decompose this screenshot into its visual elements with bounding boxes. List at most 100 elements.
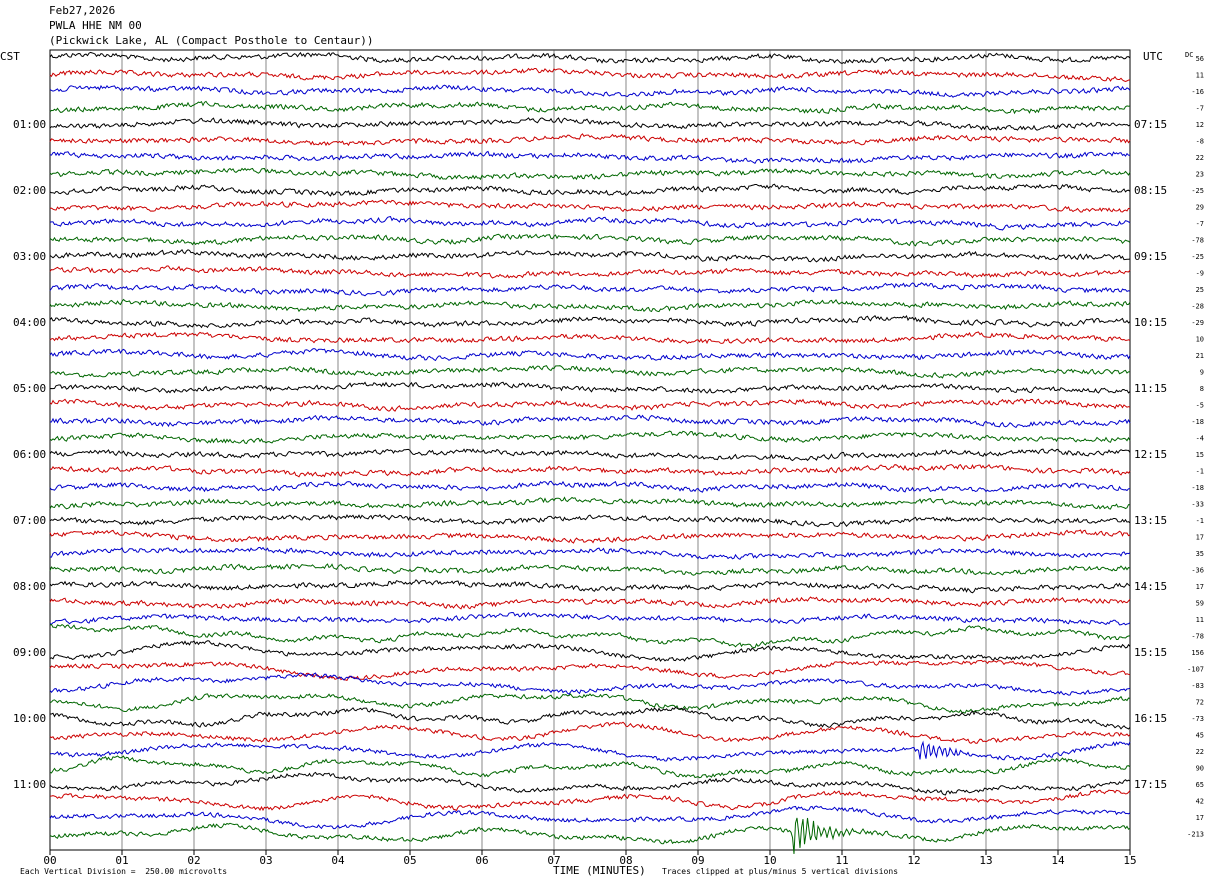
seismic-trace	[49, 314, 1131, 329]
x-tick-label: 07	[547, 854, 560, 867]
axis-labels: 00 01 02 03 04 05 06 07 08 09 10 11 12 13 14 15 CST UTC DC…	[0, 50, 1204, 867]
dc-offset-label: -7	[1196, 220, 1204, 228]
dc-offset-label: -18	[1191, 484, 1204, 492]
right-hour-label: 16:15	[1134, 712, 1167, 725]
left-hour-label: 10:00	[13, 712, 46, 725]
right-hour-label: 07:15	[1134, 118, 1167, 131]
dc-offset-label: -25	[1191, 253, 1204, 261]
dc-offset-label: -9	[1196, 270, 1204, 278]
seismic-trace	[49, 805, 1131, 830]
left-hour-label: 08:00	[13, 580, 46, 593]
seismic-trace	[49, 331, 1131, 345]
dc-offset-label: -18	[1191, 418, 1204, 426]
location-label: (Pickwick Lake, AL (Compact Posthole to …	[49, 34, 374, 47]
dc-offset-label: -73	[1191, 715, 1204, 723]
right-hour-label: 14:15	[1134, 580, 1167, 593]
seismic-trace	[49, 579, 1131, 594]
left-timezone-label: CST	[0, 50, 20, 63]
dc-offset-label: 25	[1196, 286, 1204, 294]
right-hour-label: 17:15	[1134, 778, 1167, 791]
dc-offset-label: 17	[1196, 814, 1204, 822]
seismic-trace	[49, 51, 1131, 64]
clip-note: Traces clipped at plus/minus 5 vertical …	[662, 867, 899, 876]
x-tick-label: 03	[259, 854, 272, 867]
dc-offset-label: 8	[1200, 385, 1204, 393]
dc-offset-label: 35	[1196, 550, 1204, 558]
dc-offset-label: 72	[1196, 699, 1204, 707]
right-hour-label: 12:15	[1134, 448, 1167, 461]
dc-offset-label: 10	[1196, 336, 1204, 344]
dc-offset-label: -213	[1187, 831, 1204, 839]
seismic-trace	[49, 596, 1131, 610]
dc-offset-label: -107	[1187, 666, 1204, 674]
seismic-trace	[49, 381, 1131, 394]
right-hour-label: 15:15	[1134, 646, 1167, 659]
x-tick-label: 00	[43, 854, 56, 867]
seismic-trace	[49, 789, 1131, 812]
plot-date: Feb27,2026	[49, 4, 116, 17]
left-hour-label: 02:00	[13, 184, 46, 197]
seismic-trace	[49, 298, 1131, 313]
left-hour-label: 11:00	[13, 778, 46, 791]
dc-offset-label: 12	[1196, 121, 1204, 129]
seismic-trace	[49, 282, 1131, 297]
dc-offset-label: -7	[1196, 105, 1204, 113]
dc-offset-label: -78	[1191, 633, 1204, 641]
seismic-trace	[49, 133, 1131, 147]
left-hour-label: 06:00	[13, 448, 46, 461]
plot-frame	[49, 49, 1131, 851]
dc-offset-label: -28	[1191, 303, 1204, 311]
x-axis-title: TIME (MINUTES)	[553, 864, 646, 877]
station-label: PWLA HHE NM 00	[49, 19, 142, 32]
seismic-trace	[49, 150, 1131, 164]
dc-offset-label: 45	[1196, 732, 1204, 740]
seismic-trace	[49, 167, 1131, 181]
dc-offset-label: 21	[1196, 352, 1204, 360]
seismic-trace	[49, 199, 1131, 213]
seismic-trace	[49, 464, 1131, 478]
seismic-trace	[49, 546, 1131, 560]
seismic-trace	[49, 365, 1131, 379]
dc-offset-label: -16	[1191, 88, 1204, 96]
left-hour-label: 03:00	[13, 250, 46, 263]
x-tick-label: 01	[115, 854, 128, 867]
seismic-trace	[49, 347, 1131, 362]
dc-offset-label: -36	[1191, 567, 1204, 575]
dc-offset-label: 56	[1196, 55, 1204, 63]
x-tick-label: 15	[1123, 854, 1136, 867]
dc-offset-label: 42	[1196, 798, 1204, 806]
right-hour-label: 10:15	[1134, 316, 1167, 329]
right-hour-label: 13:15	[1134, 514, 1167, 527]
seismic-trace	[49, 693, 1131, 714]
right-timezone-label: UTC	[1143, 50, 1163, 63]
x-tick-label: 09	[691, 854, 704, 867]
seismic-trace	[49, 448, 1131, 462]
seismic-trace	[49, 771, 1131, 796]
dc-offset-label: 156	[1191, 649, 1204, 657]
left-hour-label: 04:00	[13, 316, 46, 329]
dc-offset-label: 22	[1196, 748, 1204, 756]
x-tick-label: 12	[907, 854, 920, 867]
dc-offset-label: -4	[1196, 435, 1204, 443]
dc-offset-label: 17	[1196, 534, 1204, 542]
left-hour-label: 07:00	[13, 514, 46, 527]
seismic-trace	[50, 740, 1131, 762]
x-tick-label: 14	[1051, 854, 1065, 867]
seismic-trace	[49, 496, 1131, 510]
dc-offset-label: 9	[1200, 369, 1204, 377]
seismic-trace	[49, 117, 1131, 131]
seismic-trace	[49, 513, 1131, 528]
dc-header-label: DC	[1185, 51, 1193, 59]
seismic-trace	[49, 67, 1131, 83]
dc-offset-label: 15	[1196, 451, 1204, 459]
dc-offset-label: 65	[1196, 781, 1204, 789]
left-hour-label: 09:00	[13, 646, 46, 659]
seismic-trace	[49, 480, 1131, 493]
x-tick-label: 06	[475, 854, 488, 867]
grid-lines	[49, 49, 1131, 851]
x-tick-label: 10	[763, 854, 776, 867]
seismic-trace	[49, 100, 1131, 115]
seismic-trace	[49, 216, 1131, 231]
dc-offset-label: 17	[1196, 583, 1204, 591]
